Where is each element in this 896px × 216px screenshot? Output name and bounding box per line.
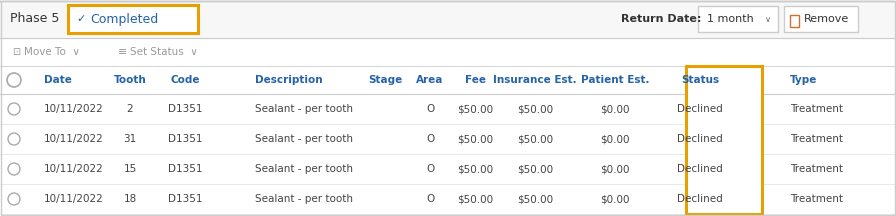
Text: $50.00: $50.00	[517, 134, 553, 144]
Bar	[686, 66, 762, 214]
Text: Completed: Completed	[90, 13, 159, 25]
Text: Area: Area	[417, 75, 444, 85]
Text: Set Status  ∨: Set Status ∨	[130, 47, 198, 57]
Bar	[698, 6, 778, 32]
Text: Move To  ∨: Move To ∨	[24, 47, 80, 57]
Text: Type: Type	[790, 75, 817, 85]
Text: ∨: ∨	[765, 16, 771, 24]
Text: 1 month: 1 month	[707, 14, 754, 24]
Text: Sealant - per tooth: Sealant - per tooth	[255, 194, 353, 204]
Text: $50.00: $50.00	[517, 164, 553, 174]
Text: 10/11/2022: 10/11/2022	[44, 164, 104, 174]
Text: Declined: Declined	[677, 164, 723, 174]
Bar	[68, 5, 198, 33]
Text: O: O	[426, 104, 435, 114]
Text: 2: 2	[126, 104, 134, 114]
Text: Phase 5: Phase 5	[10, 13, 59, 25]
Text: Date: Date	[44, 75, 72, 85]
Text: Sealant - per tooth: Sealant - per tooth	[255, 134, 353, 144]
Text: $50.00: $50.00	[457, 194, 493, 204]
Text: D1351: D1351	[168, 104, 202, 114]
Bar	[790, 15, 799, 27]
Text: 15: 15	[124, 164, 136, 174]
Text: 10/11/2022: 10/11/2022	[44, 194, 104, 204]
Text: ✓: ✓	[76, 14, 85, 24]
Text: $0.00: $0.00	[600, 134, 630, 144]
Text: Return Date:: Return Date:	[621, 14, 702, 24]
Bar	[784, 6, 858, 32]
Text: Description: Description	[255, 75, 323, 85]
Text: 10/11/2022: 10/11/2022	[44, 104, 104, 114]
Text: $50.00: $50.00	[457, 164, 493, 174]
Text: Fee: Fee	[464, 75, 486, 85]
Text: Treatment: Treatment	[790, 194, 843, 204]
Text: $50.00: $50.00	[457, 104, 493, 114]
Text: D1351: D1351	[168, 164, 202, 174]
Text: $50.00: $50.00	[457, 134, 493, 144]
Text: 31: 31	[124, 134, 136, 144]
Text: ⊡: ⊡	[12, 47, 20, 57]
Text: O: O	[426, 134, 435, 144]
Text: $50.00: $50.00	[517, 104, 553, 114]
Text: 18: 18	[124, 194, 136, 204]
Text: Sealant - per tooth: Sealant - per tooth	[255, 164, 353, 174]
Text: Tooth: Tooth	[114, 75, 146, 85]
Text: Remove: Remove	[804, 14, 849, 24]
Text: O: O	[426, 194, 435, 204]
Text: Insurance Est.: Insurance Est.	[493, 75, 577, 85]
Text: O: O	[426, 164, 435, 174]
Text: $0.00: $0.00	[600, 104, 630, 114]
Text: D1351: D1351	[168, 134, 202, 144]
Text: Declined: Declined	[677, 104, 723, 114]
Text: ≡: ≡	[118, 47, 127, 57]
Text: Code: Code	[170, 75, 200, 85]
Text: Status: Status	[681, 75, 719, 85]
Text: Stage: Stage	[368, 75, 402, 85]
Text: Treatment: Treatment	[790, 104, 843, 114]
Text: Treatment: Treatment	[790, 134, 843, 144]
Text: Declined: Declined	[677, 134, 723, 144]
Text: 10/11/2022: 10/11/2022	[44, 134, 104, 144]
Text: Patient Est.: Patient Est.	[581, 75, 650, 85]
Text: Sealant - per tooth: Sealant - per tooth	[255, 104, 353, 114]
Text: $0.00: $0.00	[600, 194, 630, 204]
Bar	[0, 0, 896, 38]
Text: Treatment: Treatment	[790, 164, 843, 174]
Text: Declined: Declined	[677, 194, 723, 204]
Text: $0.00: $0.00	[600, 164, 630, 174]
Text: D1351: D1351	[168, 194, 202, 204]
Text: $50.00: $50.00	[517, 194, 553, 204]
